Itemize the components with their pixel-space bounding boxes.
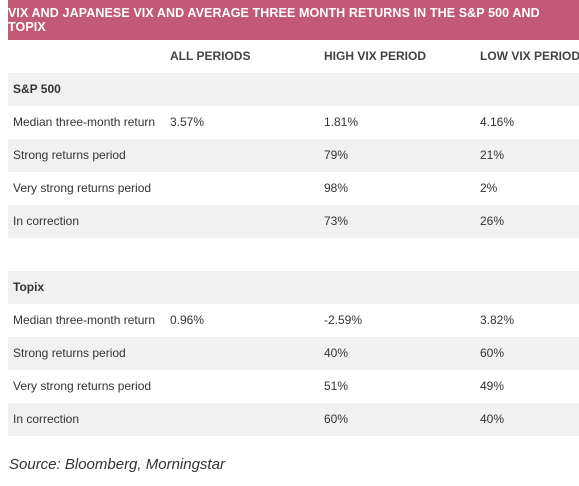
cell-low-vix: 49% <box>480 379 505 393</box>
table-header-row: ALL PERIODS HIGH VIX PERIOD LOW VIX PERI… <box>8 40 579 73</box>
cell-low-vix: 4.16% <box>480 115 515 129</box>
cell-high-vix: 1.81% <box>324 115 359 129</box>
cell-high-vix: 73% <box>324 214 349 228</box>
cell-high-vix: 40% <box>324 346 349 360</box>
cell-low-vix: 3.82% <box>480 313 515 327</box>
cell-low-vix: 60% <box>480 346 505 360</box>
row-label: Very strong returns period <box>13 181 152 195</box>
cell-high-vix: 79% <box>324 148 349 162</box>
cell-high-vix: 98% <box>324 181 349 195</box>
header-low-vix: LOW VIX PERIOD <box>480 49 579 63</box>
cell-all-periods: 3.57% <box>170 115 205 129</box>
table-row: Median three-month return 3.57% 1.81% 4.… <box>8 106 579 139</box>
row-label: Median three-month return <box>13 115 156 129</box>
header-all-periods: ALL PERIODS <box>170 49 251 63</box>
table-row: Very strong returns period 51% 49% <box>8 370 579 403</box>
cell-high-vix: -2.59% <box>324 313 363 327</box>
cell-high-vix: 51% <box>324 379 349 393</box>
returns-table: ALL PERIODS HIGH VIX PERIOD LOW VIX PERI… <box>8 40 579 436</box>
header-high-vix: HIGH VIX PERIOD <box>324 49 427 63</box>
table-row: Very strong returns period 98% 2% <box>8 172 579 205</box>
section-label: S&P 500 <box>13 82 61 96</box>
row-label: In correction <box>13 214 80 228</box>
section-row-topix: Topix <box>8 271 579 304</box>
table-row: Median three-month return 0.96% -2.59% 3… <box>8 304 579 337</box>
cell-low-vix: 26% <box>480 214 505 228</box>
table-row: Strong returns period 40% 60% <box>8 337 579 370</box>
cell-high-vix: 60% <box>324 412 349 426</box>
cell-all-periods: 0.96% <box>170 313 205 327</box>
table-row: Strong returns period 79% 21% <box>8 139 579 172</box>
table-row: In correction 60% 40% <box>8 403 579 436</box>
row-label: Median three-month return <box>13 313 156 327</box>
source-note: Source: Bloomberg, Morningstar <box>9 456 225 473</box>
row-label: In correction <box>13 412 80 426</box>
section-row-sp500: S&P 500 <box>8 73 579 106</box>
table-row: In correction 73% 26% <box>8 205 579 238</box>
table-title: VIX AND JAPANESE VIX AND AVERAGE THREE M… <box>8 0 579 40</box>
cell-low-vix: 21% <box>480 148 505 162</box>
row-label: Very strong returns period <box>13 379 152 393</box>
section-label: Topix <box>13 280 45 294</box>
cell-low-vix: 2% <box>480 181 498 195</box>
cell-low-vix: 40% <box>480 412 505 426</box>
row-label: Strong returns period <box>13 346 126 360</box>
spacer-row <box>8 238 579 271</box>
row-label: Strong returns period <box>13 148 126 162</box>
